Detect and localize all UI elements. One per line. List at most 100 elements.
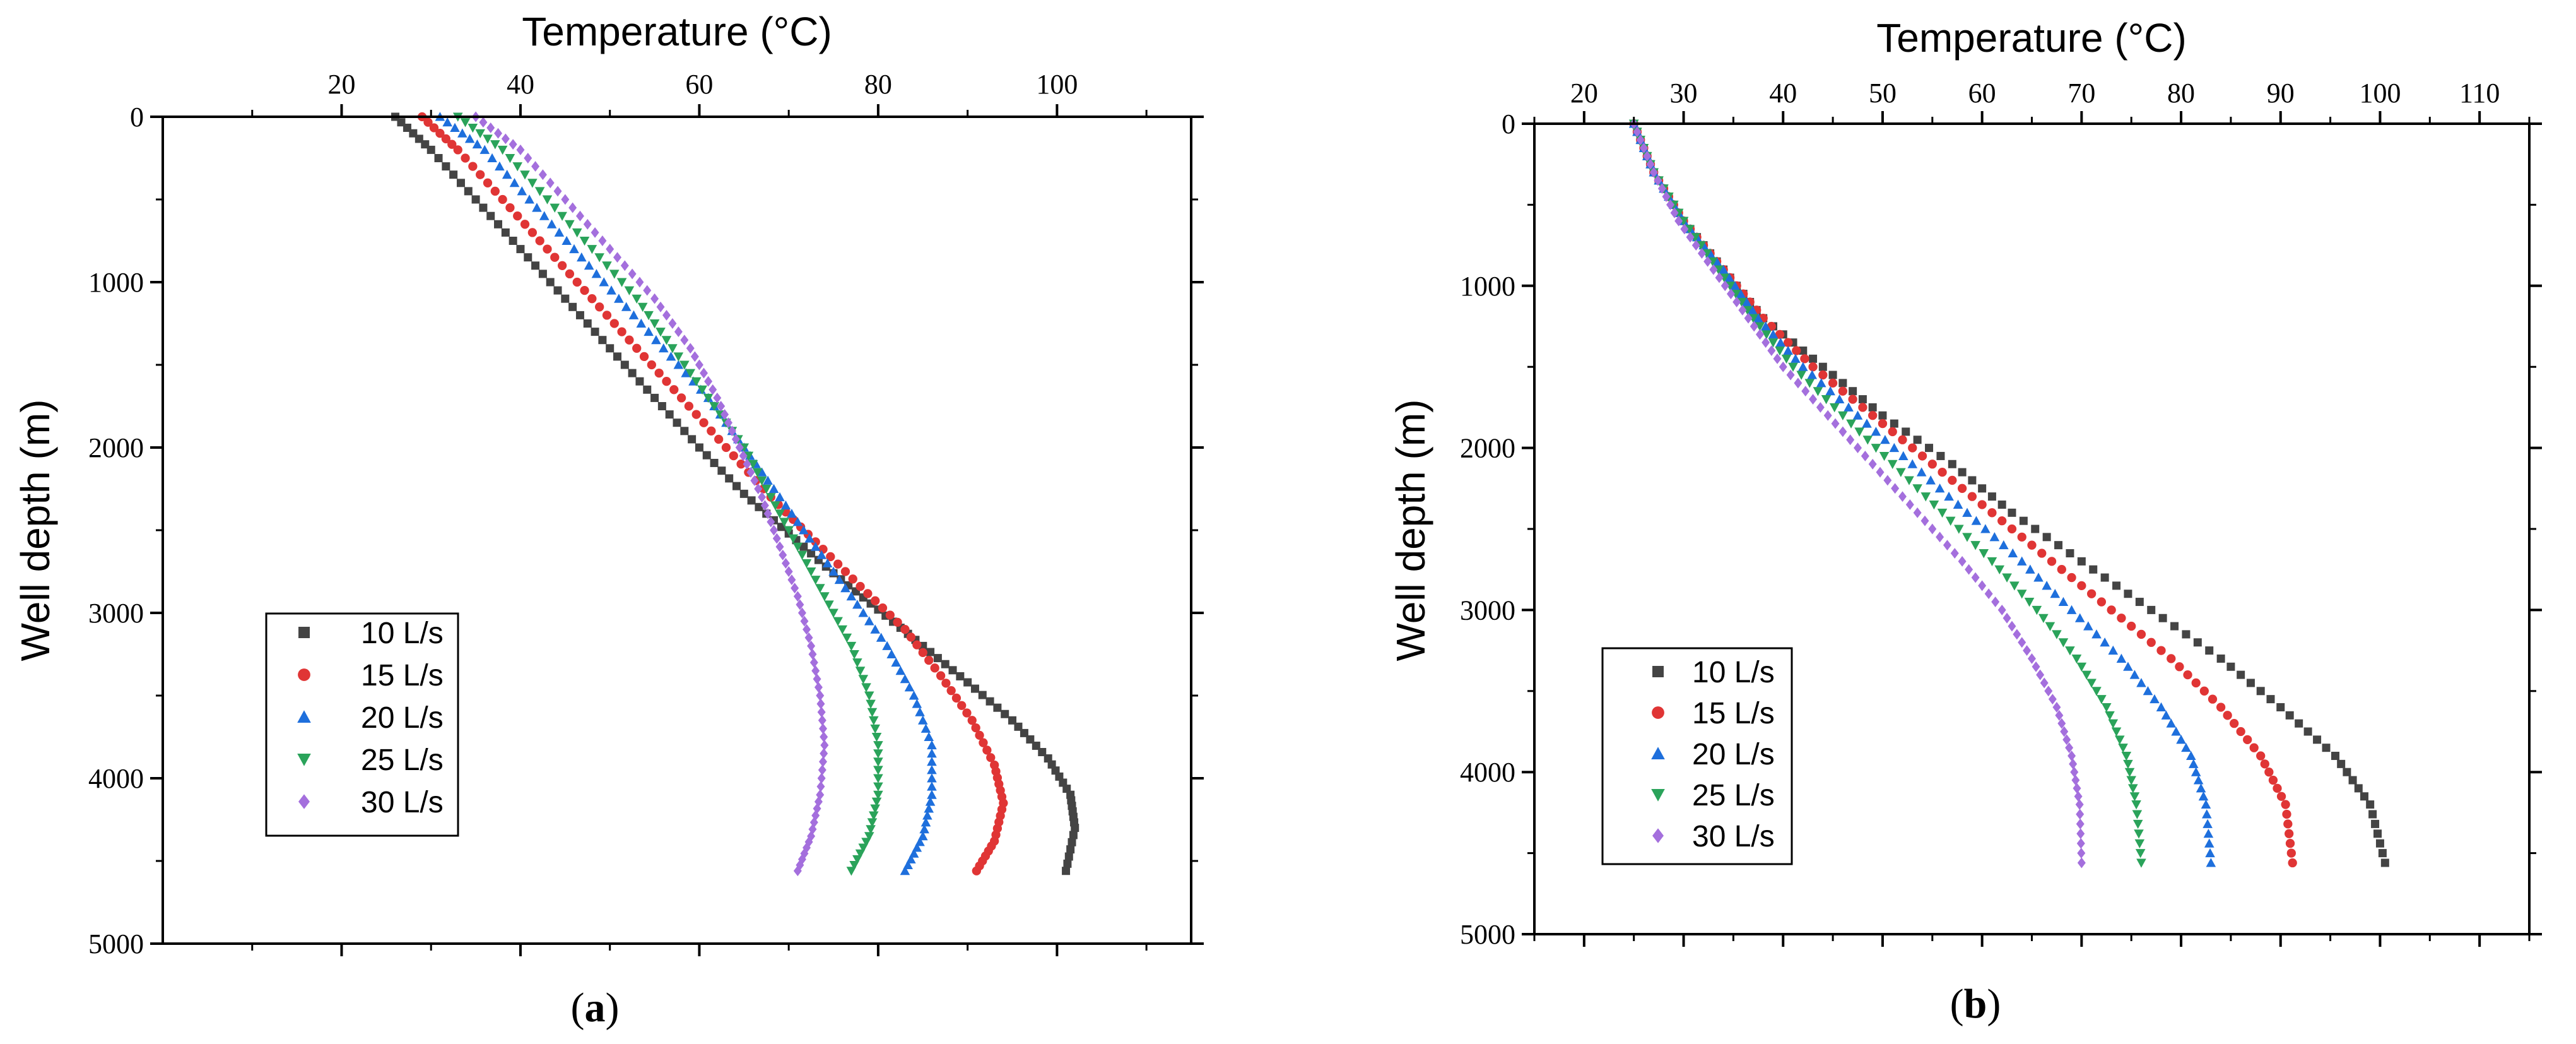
panel-a-series-3-point — [842, 633, 852, 643]
panel-b-series-3-point — [2076, 662, 2087, 672]
panel-b-series-4-point — [2076, 809, 2085, 820]
panel-a-series-3-point — [869, 716, 879, 726]
panel-a-series-2-point — [919, 824, 929, 834]
panel-a-series-4-point — [809, 657, 818, 668]
panel-a-series-3-point — [587, 245, 597, 254]
panel-a-series-2-point — [925, 797, 936, 806]
panel-b-series-1-point — [2208, 694, 2218, 704]
panel-b-series-4-point — [1876, 466, 1885, 478]
panel-a-series-0 — [391, 112, 1079, 875]
panel-b-series-0-point — [2100, 573, 2109, 582]
panel-b-series-2-point — [1934, 483, 1945, 493]
panel-a-series-2-point — [924, 732, 934, 741]
panel-b-legend-item: 15 L/s — [1652, 697, 1775, 730]
panel-a-legend-marker — [297, 754, 311, 766]
panel-a-series-4-point — [816, 698, 825, 709]
panel-b-series-0-point — [2182, 630, 2191, 639]
panel-b-series-0-point — [1799, 347, 1808, 355]
panel-a-series-0-point — [739, 489, 748, 498]
panel-a-series-1-point — [550, 252, 560, 262]
panel-b-x-axis-title: Temperature (°C) — [1876, 15, 2187, 61]
panel-a-series-3-point — [792, 542, 803, 552]
panel-b-series-2-point — [2150, 694, 2160, 704]
panel-a-series-0-point — [486, 211, 495, 220]
panel-a-series-4-point — [820, 748, 828, 759]
panel-a-series-3-point — [820, 592, 830, 602]
panel-b-series-2-point — [2204, 838, 2214, 848]
panel-a-series-3-point — [709, 402, 719, 412]
panel-b-series-1-point — [2077, 581, 2086, 591]
panel-b-series-1-point — [2285, 839, 2295, 848]
panel-a-series-4-point — [807, 640, 816, 651]
panel-b-series-1-point — [2047, 557, 2057, 566]
panel-a-series-1-point — [543, 244, 552, 254]
panel-b-series-4-point — [1913, 507, 1922, 518]
panel-b-series-3-point — [1796, 371, 1806, 380]
panel-a-series-3-point — [579, 237, 590, 246]
panel-a-series-2-point — [562, 235, 572, 245]
panel-a-series-1-point — [447, 139, 457, 149]
panel-a-series-4-point — [583, 218, 592, 230]
panel-b-series-2-point — [2025, 564, 2035, 574]
panel-a-series-0-point — [970, 684, 979, 693]
panel-a-series-3-point — [534, 187, 545, 196]
panel-b-series-2-point — [2156, 702, 2167, 711]
panel-b-series-2-point — [1816, 378, 1826, 388]
panel-b-series-0-point — [2360, 792, 2368, 801]
panel-b-series-0-point — [1890, 419, 1898, 428]
panel-b-series-1-point — [1967, 492, 1977, 501]
panel-b-legend-label: 20 L/s — [1692, 738, 1775, 771]
panel-a-series-2-point — [816, 550, 826, 559]
panel-a-series-4-point — [727, 425, 736, 437]
panel-a-series-2-point — [628, 310, 639, 319]
panel-b-series-4-point — [2032, 661, 2040, 672]
panel-b-series-3-point — [1804, 379, 1815, 388]
x-tick-label: 50 — [1869, 78, 1897, 109]
panel-b-series-2-point — [2193, 775, 2204, 785]
panel-a-series-4-point — [772, 533, 781, 544]
panel-b-series-2-point — [1775, 337, 1786, 347]
panel-a-series-0-point — [1062, 867, 1071, 875]
panel-a-series-4-point — [816, 781, 825, 792]
panel-a-series-0-point — [613, 352, 622, 361]
x-tick-label: 60 — [1968, 78, 1996, 109]
panel-a-series-1-point — [930, 663, 939, 673]
panel-b-series-4-point — [1861, 450, 1869, 461]
panel-b-series-4-point — [1971, 572, 1980, 583]
panel-a-series-1-point — [639, 352, 649, 362]
panel-b-series-0-point — [2313, 735, 2322, 744]
panel-b-series-0-point — [2089, 565, 2098, 574]
panel-b-series-3-point — [1994, 565, 2005, 574]
panel-b-series-2-point — [2181, 742, 2191, 752]
panel-a-series-0-point — [494, 220, 503, 228]
panel-b-series-2-point — [1880, 434, 1890, 444]
panel-a-series-3-point — [460, 118, 471, 128]
panel-b-series-3-point — [2134, 829, 2144, 839]
panel-a-series-0-point — [1071, 824, 1079, 833]
panel-b-series-2-point — [1862, 418, 1872, 428]
panel-b-series-2-point — [2050, 588, 2061, 598]
panel-a-series-1-point — [972, 866, 981, 875]
panel-b-series-4-point — [2076, 818, 2085, 829]
panel-a-series-4-point — [509, 139, 517, 150]
panel-b-series-2-point — [1953, 499, 1963, 509]
panel-a-series-4-point — [713, 392, 722, 403]
panel-a-series-2-point — [787, 509, 797, 518]
panel-b-series-1-point — [2230, 719, 2239, 728]
panel-b-series-4-point — [2003, 612, 2011, 624]
panel-a-series-2-point — [915, 707, 925, 716]
panel-b-series-3-point — [2126, 776, 2136, 785]
panel-a-series-3-point — [873, 757, 883, 767]
panel-a-series-1-point — [818, 544, 828, 554]
panel-b-series-2-point — [1741, 297, 1752, 306]
panel-a-series-0-point — [695, 443, 703, 452]
panel-b-series-3-point — [1846, 419, 1856, 429]
panel-b-series-3-point — [2129, 792, 2140, 802]
panel-a-series-4-point — [635, 276, 644, 288]
panel-b-series-2-point — [2108, 645, 2119, 655]
panel-b-series-1-point — [2037, 549, 2047, 558]
panel-a-series-2-point — [532, 203, 542, 212]
panel-a-series-0-point — [553, 286, 562, 295]
panel-a-series-2-point — [780, 500, 791, 510]
panel-b-series-2-point — [1797, 362, 1808, 371]
